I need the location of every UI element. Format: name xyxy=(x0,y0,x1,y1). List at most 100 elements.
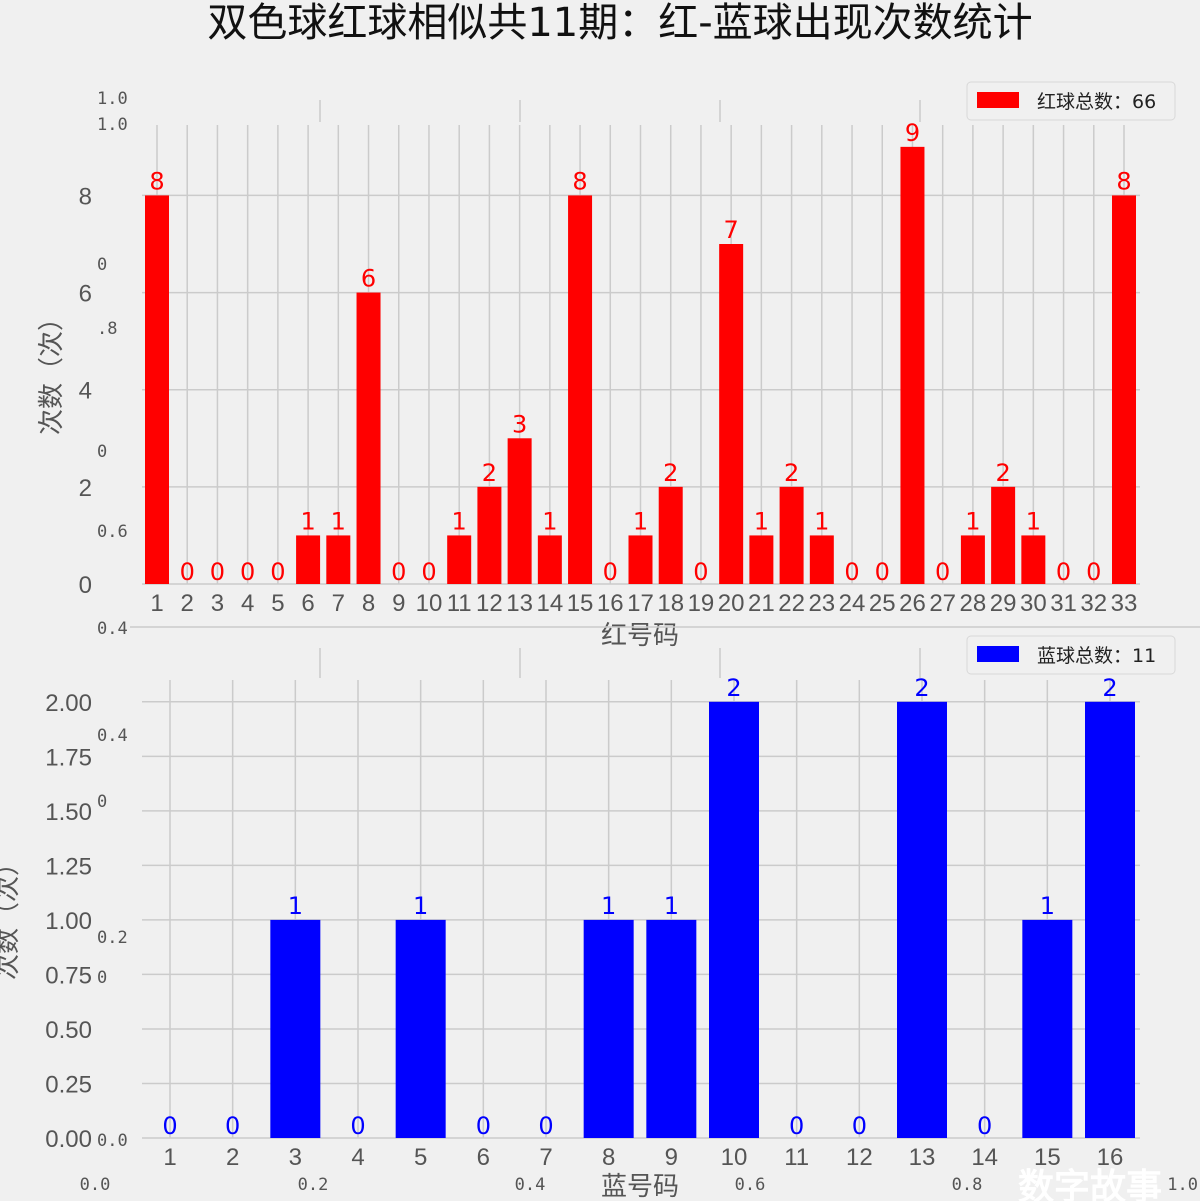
x-tick-label: 9 xyxy=(665,1144,678,1171)
overlay-y-tick: 0.0 xyxy=(97,1131,128,1151)
overlay-y-tick: 0.6 xyxy=(97,522,128,542)
overlay-y-tick: 1.0 xyxy=(97,89,128,109)
blue-ball-axes: 0.000.250.500.751.001.251.501.752.000102… xyxy=(0,635,1176,1201)
x-tick-label: 1 xyxy=(163,1144,176,1171)
bar-value-label: 0 xyxy=(421,558,436,586)
bar xyxy=(749,535,774,584)
bar xyxy=(583,919,634,1138)
x-tick-label: 16 xyxy=(597,590,624,617)
x-tick-label: 19 xyxy=(688,590,715,617)
bar-value-label: 1 xyxy=(664,892,679,920)
overlay-y-tick: 0.4 xyxy=(97,619,128,639)
overlay-x-tick: 0.8 xyxy=(952,1175,983,1195)
y-axis-label: 次数（次） xyxy=(37,305,67,435)
bar xyxy=(1022,919,1073,1138)
x-tick-label: 15 xyxy=(567,590,594,617)
x-tick-label: 10 xyxy=(721,1144,748,1171)
bar-value-label: 1 xyxy=(413,892,428,920)
x-tick-label: 14 xyxy=(971,1144,998,1171)
bar-value-label: 0 xyxy=(603,558,618,586)
overlay-y-tick: 0 xyxy=(97,442,107,462)
y-axis-label: 次数（次） xyxy=(0,850,23,980)
overlay-y-tick: 0.4 xyxy=(97,726,128,746)
bar-value-label: 1 xyxy=(331,507,346,535)
x-tick-label: 11 xyxy=(447,590,472,617)
x-tick-label: 3 xyxy=(211,590,224,617)
y-tick-label: 6 xyxy=(79,281,92,308)
legend-swatch xyxy=(977,92,1019,108)
y-tick-label: 0.50 xyxy=(45,1017,92,1044)
x-tick-label: 7 xyxy=(332,590,345,617)
overlay-y-tick: 0 xyxy=(97,968,107,988)
bar xyxy=(270,919,321,1138)
bar-value-label: 8 xyxy=(1116,167,1131,195)
bar xyxy=(628,535,653,584)
bar-value-label: 0 xyxy=(1056,558,1071,586)
x-tick-label: 32 xyxy=(1080,590,1107,617)
bar xyxy=(779,486,804,584)
legend: 蓝球总数：11 xyxy=(966,635,1176,675)
bar-value-label: 0 xyxy=(240,558,255,586)
bar-value-label: 2 xyxy=(663,459,678,487)
x-tick-label: 8 xyxy=(362,590,375,617)
bar-value-label: 0 xyxy=(350,1112,365,1140)
x-tick-label: 28 xyxy=(960,590,987,617)
x-axis-label: 蓝号码 xyxy=(601,1172,679,1201)
x-tick-label: 29 xyxy=(990,590,1017,617)
bar-value-label: 0 xyxy=(977,1112,992,1140)
overlay-x-tick: 0.0 xyxy=(80,1175,111,1195)
x-tick-label: 27 xyxy=(929,590,956,617)
x-tick-label: 24 xyxy=(839,590,866,617)
bar-value-label: 2 xyxy=(995,459,1010,487)
y-tick-label: 2.00 xyxy=(45,690,92,717)
x-tick-label: 3 xyxy=(289,1144,302,1171)
y-tick-label: 2 xyxy=(79,475,92,502)
bar xyxy=(507,438,532,584)
bar-value-label: 0 xyxy=(935,558,950,586)
bar-value-label: 2 xyxy=(726,674,741,702)
bar-value-label: 8 xyxy=(149,167,164,195)
x-tick-label: 4 xyxy=(241,590,254,617)
x-tick-label: 23 xyxy=(808,590,835,617)
bar xyxy=(296,535,321,584)
y-tick-label: 0.75 xyxy=(45,962,92,989)
x-tick-label: 15 xyxy=(1034,1144,1061,1171)
x-tick-label: 10 xyxy=(416,590,443,617)
bar-value-label: 1 xyxy=(288,892,303,920)
x-tick-label: 12 xyxy=(846,1144,873,1171)
x-tick-label: 13 xyxy=(506,590,533,617)
bar xyxy=(719,244,744,584)
bar xyxy=(477,486,502,584)
legend: 红球总数：66 xyxy=(966,81,1176,121)
overlay-x-tick: 0.4 xyxy=(515,1175,546,1195)
bar-value-label: 1 xyxy=(300,507,315,535)
bar-value-label: 0 xyxy=(476,1112,491,1140)
bar-value-label: 1 xyxy=(452,507,467,535)
x-tick-label: 6 xyxy=(301,590,314,617)
bar xyxy=(447,535,472,584)
x-tick-label: 2 xyxy=(181,590,194,617)
overlay-y-tick: .8 xyxy=(97,319,117,339)
chart-title: 双色球红球相似共11期：红-蓝球出现次数统计 xyxy=(207,0,1032,46)
x-tick-label: 13 xyxy=(909,1144,936,1171)
bar-value-label: 1 xyxy=(965,507,980,535)
x-tick-label: 5 xyxy=(271,590,284,617)
bar-value-label: 1 xyxy=(754,507,769,535)
x-tick-label: 16 xyxy=(1097,1144,1124,1171)
bar-value-label: 0 xyxy=(693,558,708,586)
bar-value-label: 0 xyxy=(270,558,285,586)
x-tick-label: 12 xyxy=(476,590,503,617)
bar-value-label: 2 xyxy=(1102,674,1117,702)
y-tick-label: 1.25 xyxy=(45,853,92,880)
bar-value-label: 2 xyxy=(482,459,497,487)
overlay-x-tick: 0.2 xyxy=(298,1175,329,1195)
y-tick-label: 0.00 xyxy=(45,1126,92,1153)
x-tick-label: 26 xyxy=(899,590,926,617)
overlay-x-tick: 1.0 xyxy=(1167,1175,1198,1195)
y-tick-label: 1.75 xyxy=(45,744,92,771)
y-tick-label: 0.25 xyxy=(45,1071,92,1098)
bar xyxy=(900,146,925,584)
bar-value-label: 6 xyxy=(361,265,376,293)
x-tick-label: 1 xyxy=(150,590,163,617)
